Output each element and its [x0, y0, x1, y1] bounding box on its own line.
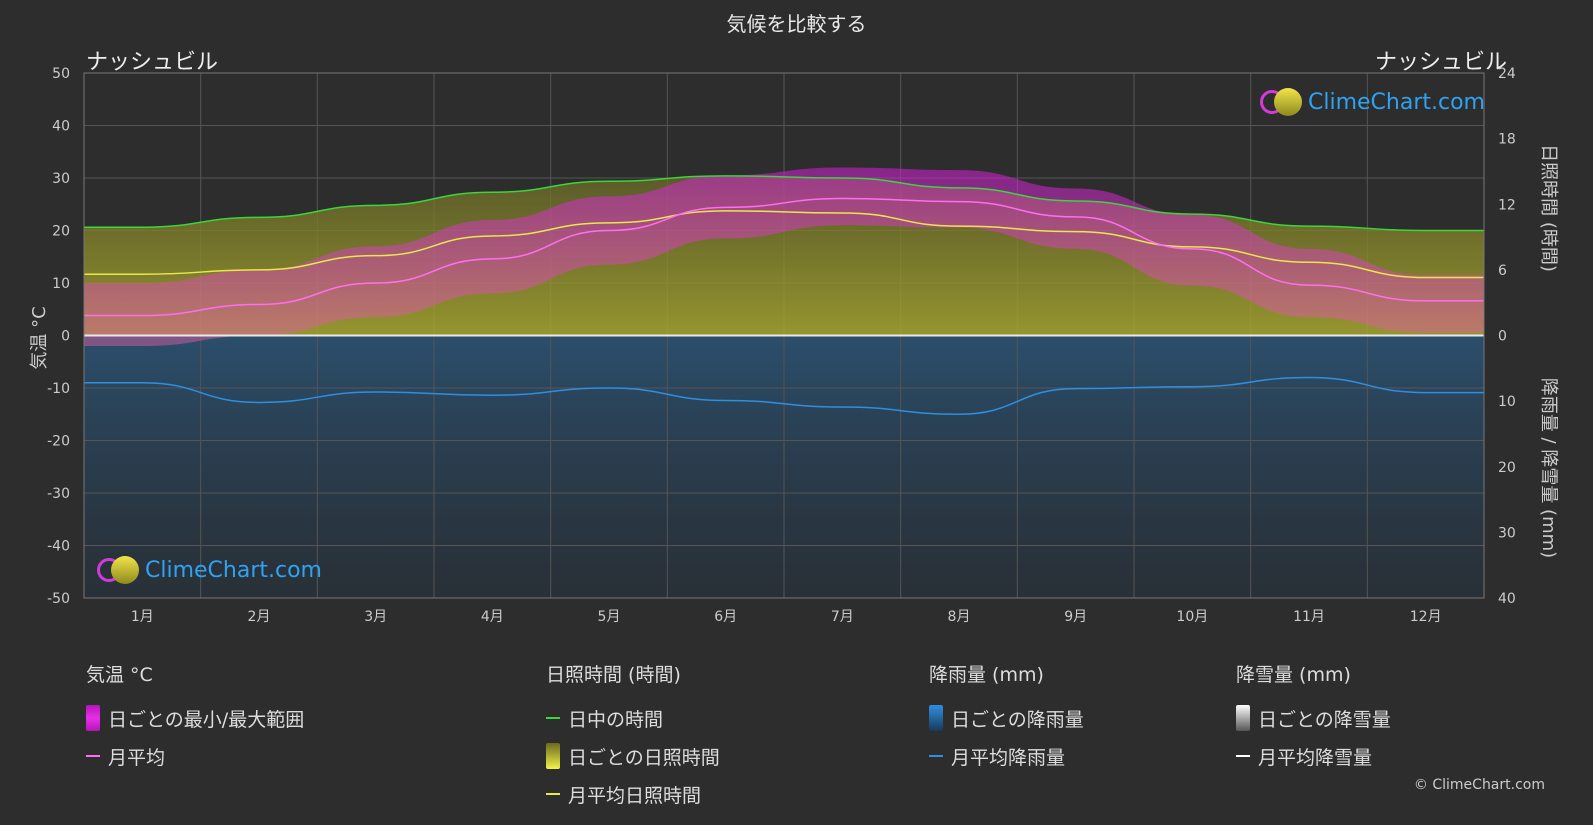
- y-axis-right-top-title: 日照時間 (時間): [1538, 144, 1559, 272]
- y-left-tick-label: 40: [52, 119, 70, 135]
- y-axis-right-bottom-title: 降雨量 / 降雪量 (mm): [1538, 377, 1559, 559]
- x-tick-label: 8月: [948, 609, 971, 625]
- bar-swatch-icon: [929, 705, 943, 731]
- x-tick-label: 11月: [1293, 609, 1325, 625]
- y-left-tick-label: 50: [52, 66, 70, 82]
- legend-label: 日中の時間: [568, 708, 664, 731]
- range-swatch-icon: [86, 705, 100, 731]
- y-right-bottom-tick-label: 10: [1498, 394, 1516, 410]
- legend-snow: 降雪量 (mm) 日ごとの降雪量 月平均降雪量: [1236, 660, 1391, 775]
- legend-item: 月平均降雨量: [929, 737, 1084, 775]
- bar-swatch-icon: [1236, 705, 1250, 731]
- legend-item: 日中の時間: [546, 699, 720, 737]
- legend-item: 月平均: [86, 737, 304, 775]
- legend-header: 日照時間 (時間): [546, 664, 681, 686]
- legend-item: 日ごとの降雨量: [929, 699, 1084, 737]
- bar-swatch-icon: [546, 743, 560, 769]
- legend-label: 月平均降雨量: [951, 746, 1066, 769]
- x-tick-label: 12月: [1410, 609, 1442, 625]
- y-right-top-tick-label: 12: [1498, 197, 1516, 213]
- logo-sun-icon: [1274, 88, 1302, 116]
- x-tick-label: 2月: [248, 609, 271, 625]
- y-right-bottom-tick-label: 40: [1498, 591, 1516, 607]
- y-left-tick-label: -40: [47, 539, 70, 555]
- location-left: ナッシュビル: [86, 50, 219, 75]
- logo-top: ClimeChart.com: [1260, 88, 1485, 116]
- legend-label: 日ごとの日照時間: [568, 746, 720, 769]
- rain-avg-line: [84, 376, 1484, 416]
- logo-sun-icon: [111, 556, 139, 584]
- legend-label: 日ごとの最小/最大範囲: [108, 708, 305, 731]
- y-left-tick-label: 20: [52, 224, 70, 240]
- y-left-tick-label: -50: [47, 591, 70, 607]
- legend-label: 月平均日照時間: [568, 784, 702, 807]
- y-left-tick-label: -30: [47, 486, 70, 502]
- plot-frame: [83, 72, 1485, 599]
- line-swatch-icon: [546, 717, 560, 719]
- legend-item: 日ごとの最小/最大範囲: [86, 699, 304, 737]
- x-tick-label: 5月: [598, 609, 621, 625]
- legend-header: 降雨量 (mm): [929, 664, 1044, 686]
- y-left-tick-label: 10: [52, 276, 70, 292]
- y-right-bottom-tick-label: 30: [1498, 525, 1516, 541]
- legend-header: 降雪量 (mm): [1236, 664, 1351, 686]
- logo-bottom: ClimeChart.com: [97, 556, 322, 584]
- daylight-line: [84, 175, 1484, 232]
- chart-title: 気候を比較する: [726, 12, 867, 36]
- y-left-tick-label: -20: [47, 434, 70, 450]
- x-tick-label: 4月: [481, 609, 504, 625]
- legend-label: 月平均: [108, 746, 166, 769]
- x-tick-label: 3月: [364, 609, 387, 625]
- climate-chart: 50 40 30 20 10 0 -10 -20 -30 -40 -50 24 18 12 6 0 10 20 30…: [47, 66, 1516, 625]
- y-left-tick-label: -10: [47, 381, 70, 397]
- line-swatch-icon: [929, 755, 943, 757]
- x-tick-label: 9月: [1064, 609, 1087, 625]
- y-right-top-tick-label: 18: [1498, 132, 1516, 148]
- legend-label: 日ごとの降雨量: [951, 708, 1084, 731]
- y-right-top-tick-label: 0: [1498, 329, 1507, 345]
- x-tick-label: 1月: [131, 609, 154, 625]
- y-left-tick-label: 30: [52, 171, 70, 187]
- x-tick-label: 6月: [714, 609, 737, 625]
- y-right-top-tick-label: 6: [1498, 263, 1507, 279]
- legend-temperature: 気温 °C 日ごとの最小/最大範囲 月平均: [86, 660, 304, 775]
- temp-range-band: [84, 167, 1484, 346]
- legend-sunshine: 日照時間 (時間) 日中の時間 日ごとの日照時間 月平均日照時間: [546, 660, 720, 813]
- y-right-top-tick-label: 24: [1498, 66, 1516, 82]
- sunshine-avg-line: [84, 210, 1484, 279]
- x-tick-label: 10月: [1176, 609, 1208, 625]
- legend-item: 日ごとの降雪量: [1236, 699, 1391, 737]
- legend-item: 月平均降雪量: [1236, 737, 1391, 775]
- temp-avg-line: [83, 197, 1484, 317]
- legend-label: 日ごとの降雪量: [1258, 708, 1391, 731]
- location-right: ナッシュビル: [1374, 50, 1507, 75]
- y-left-tick-label: 0: [61, 329, 70, 345]
- line-swatch-icon: [546, 793, 560, 795]
- x-tick-label: 7月: [831, 609, 854, 625]
- logo-text: ClimeChart.com: [145, 557, 322, 583]
- legend-rain: 降雨量 (mm) 日ごとの降雨量 月平均降雨量: [929, 660, 1084, 775]
- logo-text: ClimeChart.com: [1308, 89, 1485, 115]
- legend-item: 月平均日照時間: [546, 775, 720, 813]
- legend-label: 月平均降雪量: [1258, 746, 1373, 769]
- line-swatch-icon: [86, 755, 100, 757]
- legend-item: 日ごとの日照時間: [546, 737, 720, 775]
- copyright: © ClimeChart.com: [1413, 777, 1545, 793]
- y-right-bottom-tick-label: 20: [1498, 460, 1516, 476]
- line-swatch-icon: [1236, 755, 1250, 757]
- y-axis-left-title: 気温 °C: [29, 306, 50, 370]
- legend-header: 気温 °C: [86, 664, 153, 686]
